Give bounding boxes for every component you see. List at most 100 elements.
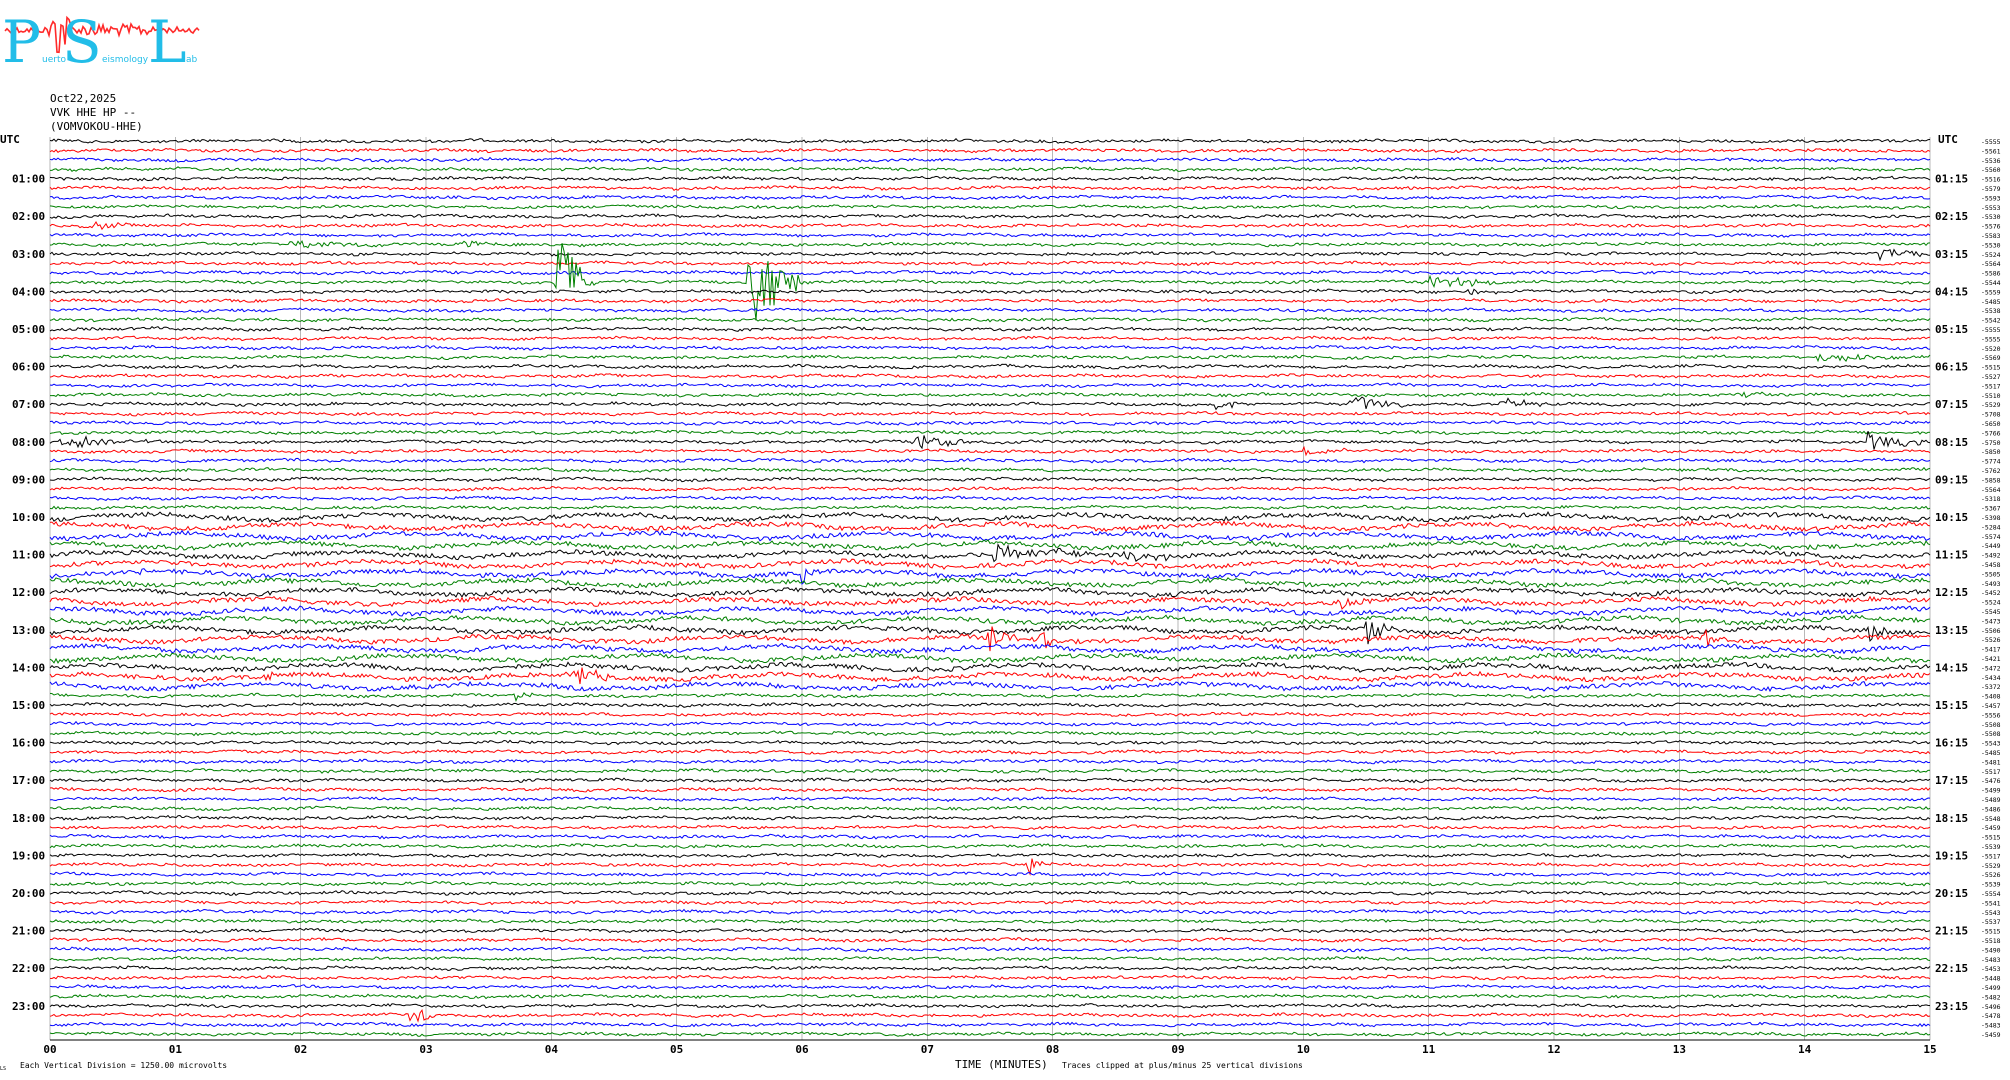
right-hour-label: 01:15 [1935, 173, 1968, 186]
trace-20 [49, 326, 1931, 332]
left-hour-label: 19:00 [12, 849, 45, 862]
trace-87 [49, 955, 1931, 962]
trace-59 [49, 692, 1931, 702]
trace-offset-label: -5492 [1981, 552, 2001, 560]
trace-63 [49, 730, 1931, 737]
trace-offset-label: -5496 [1981, 1003, 2001, 1011]
right-hour-label: 03:15 [1935, 248, 1968, 261]
trace-25 [49, 373, 1931, 379]
trace-offset-label: -5520 [1981, 345, 2001, 353]
trace-offset-label: -5569 [1981, 354, 2001, 362]
trace-56 [49, 661, 1931, 674]
trace-31 [49, 429, 1931, 436]
trace-offset-label: -5774 [1981, 458, 2001, 466]
trace-offset-label: -5508 [1981, 721, 2001, 729]
trace-offset-label: -5579 [1981, 185, 2001, 193]
left-hour-label: 01:00 [12, 173, 45, 186]
trace-24 [49, 363, 1931, 370]
trace-offset-label: -5542 [1981, 317, 2001, 325]
trace-84 [49, 927, 1931, 934]
trace-81 [49, 899, 1931, 906]
trace-61 [49, 711, 1931, 718]
right-hour-label: 10:15 [1935, 511, 1968, 524]
right-hour-labels: 01:15 02:15 03:15 04:15 05:15 06:15 07:15 08:15… [1935, 173, 1968, 1013]
trace-0 [49, 137, 1931, 145]
right-hour-label: 14:15 [1935, 661, 1968, 674]
trace-72 [49, 814, 1931, 821]
left-hour-label: 18:00 [12, 812, 45, 825]
right-utc-label: UTC [1938, 133, 1958, 146]
trace-offset-label: -5490 [1981, 946, 2001, 954]
trace-offset-label: -5544 [1981, 279, 2001, 287]
trace-92 [49, 1002, 1931, 1009]
trace-offset-label: -5762 [1981, 467, 2001, 475]
trace-offset-label: -5560 [1981, 166, 2001, 174]
trace-offset-label: -5556 [1981, 711, 2001, 719]
x-tick-label: 10 [1297, 1043, 1310, 1056]
trace-offset-label: -5481 [1981, 758, 2001, 766]
trace-offset-label: -5515 [1981, 834, 2001, 842]
trace-offset-label: -5526 [1981, 871, 2001, 879]
left-hour-label: 15:00 [12, 699, 45, 712]
trace-offset-label: -5858 [1981, 476, 2001, 484]
left-hour-label: 08:00 [12, 436, 45, 449]
trace-offset-label: -5372 [1981, 683, 2001, 691]
right-hour-label: 21:15 [1935, 925, 1968, 938]
right-hour-label: 05:15 [1935, 323, 1968, 336]
trace-offset-label: -5417 [1981, 646, 2001, 654]
trace-2 [49, 156, 1931, 163]
right-hour-label: 23:15 [1935, 1000, 1968, 1013]
trace-offset-label: -5539 [1981, 843, 2001, 851]
trace-68 [49, 777, 1931, 784]
left-hour-label: 22:00 [12, 962, 45, 975]
trace-offset-label: -5457 [1981, 702, 2001, 710]
trace-offset-label: -5476 [1981, 777, 2001, 785]
trace-offset-label: -5543 [1981, 740, 2001, 748]
trace-offset-label: -5555 [1981, 335, 2001, 343]
trace-10 [49, 232, 1931, 238]
trace-offset-label: -5541 [1981, 899, 2001, 907]
left-hour-label: 14:00 [12, 661, 45, 674]
trace-offset-label: -5493 [1981, 580, 2001, 588]
trace-offset-label: -5526 [1981, 636, 2001, 644]
x-tick-label: 01 [169, 1043, 183, 1056]
trace-26 [49, 382, 1931, 389]
x-tick-label: 02 [294, 1043, 307, 1056]
trace-offset-label: -5750 [1981, 439, 2001, 447]
trace-offset-label: -5527 [1981, 373, 2001, 381]
trace-offset-label: -5555 [1981, 326, 2001, 334]
trace-4 [49, 175, 1931, 182]
trace-offset-label: -5593 [1981, 194, 2001, 202]
trace-offset-label: -5518 [1981, 937, 2001, 945]
trace-6 [49, 194, 1931, 201]
left-hour-label: 10:00 [12, 511, 45, 524]
trace-offset-label: -5398 [1981, 514, 2001, 522]
trace-22 [49, 344, 1931, 351]
footer-clip-note: Traces clipped at plus/minus 25 vertical… [1062, 1061, 1303, 1070]
left-hour-labels: 01:00 02:00 03:00 04:00 05:00 06:00 07:00 08:00… [12, 173, 45, 1013]
x-tick-label: 14 [1798, 1043, 1812, 1056]
trace-3 [50, 166, 1931, 173]
trace-offset-label: -5524 [1981, 599, 2001, 607]
trace-75 [49, 842, 1931, 849]
trace-offset-label: -5553 [1981, 204, 2001, 212]
trace-54 [49, 642, 1931, 655]
logo-letter-l: L [148, 8, 187, 75]
trace-offset-label: -5485 [1981, 749, 2001, 757]
trace-offset-label: -5508 [1981, 730, 2001, 738]
trace-55 [49, 652, 1931, 664]
trace-offset-label: -5543 [1981, 909, 2001, 917]
x-tick-label: 07 [921, 1043, 934, 1056]
trace-14 [49, 269, 1931, 276]
logo-seismogram-icon [4, 15, 200, 54]
right-hour-label: 11:15 [1935, 549, 1968, 562]
trace-offset-label: -5421 [1981, 655, 2001, 663]
trace-offset-label: -5434 [1981, 674, 2001, 682]
right-hour-label: 09:15 [1935, 473, 1968, 486]
trace-offset-label: -5367 [1981, 505, 2001, 513]
logo-subtitle-1: uerto [42, 55, 66, 65]
trace-29 [49, 410, 1931, 417]
trace-57 [49, 667, 1931, 685]
trace-offset-label: -5524 [1981, 251, 2001, 259]
